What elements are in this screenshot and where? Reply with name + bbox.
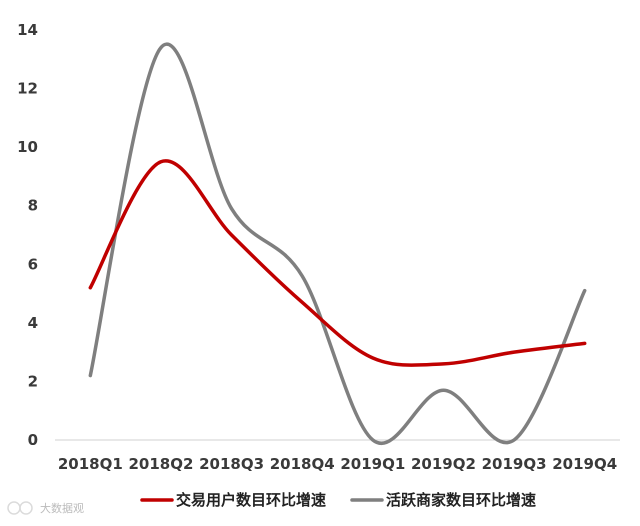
series-line-1 — [88, 42, 587, 445]
series-layer — [88, 42, 587, 445]
y-tick-label: 2 — [28, 372, 38, 390]
watermark: 大数据观 — [7, 501, 84, 515]
legend: 交易用户数目环比增速 活跃商家数目环比增速 — [140, 491, 536, 509]
y-tick-label: 0 — [28, 431, 38, 449]
x-tick-label: 2019Q1 — [340, 455, 405, 473]
watermark-logo-icon — [7, 501, 33, 515]
axis-layer: 0 2 4 6 8 10 12 14 2018Q1 2018Q2 2018Q3 2018Q4 2019Q… — [17, 21, 620, 473]
legend-label-0: 交易用户数目环比增速 — [176, 491, 326, 509]
x-tick-label: 2019Q2 — [411, 455, 476, 473]
y-tick-label: 14 — [17, 21, 38, 39]
x-tick-label: 2018Q2 — [128, 455, 193, 473]
y-tick-label: 12 — [17, 80, 38, 98]
y-tick-label: 4 — [28, 314, 38, 332]
watermark-text: 大数据观 — [40, 501, 84, 515]
x-tick-label: 2018Q1 — [58, 455, 123, 473]
legend-label-1: 活跃商家数目环比增速 — [386, 491, 536, 509]
x-tick-label: 2018Q4 — [270, 455, 335, 473]
y-tick-label: 6 — [28, 255, 38, 273]
x-tick-label: 2018Q3 — [199, 455, 264, 473]
y-tick-label: 10 — [17, 138, 38, 156]
y-tick-label: 8 — [28, 197, 38, 215]
x-tick-label: 2019Q3 — [482, 455, 547, 473]
series-line-0 — [88, 159, 587, 367]
x-tick-label: 2019Q4 — [552, 455, 617, 473]
